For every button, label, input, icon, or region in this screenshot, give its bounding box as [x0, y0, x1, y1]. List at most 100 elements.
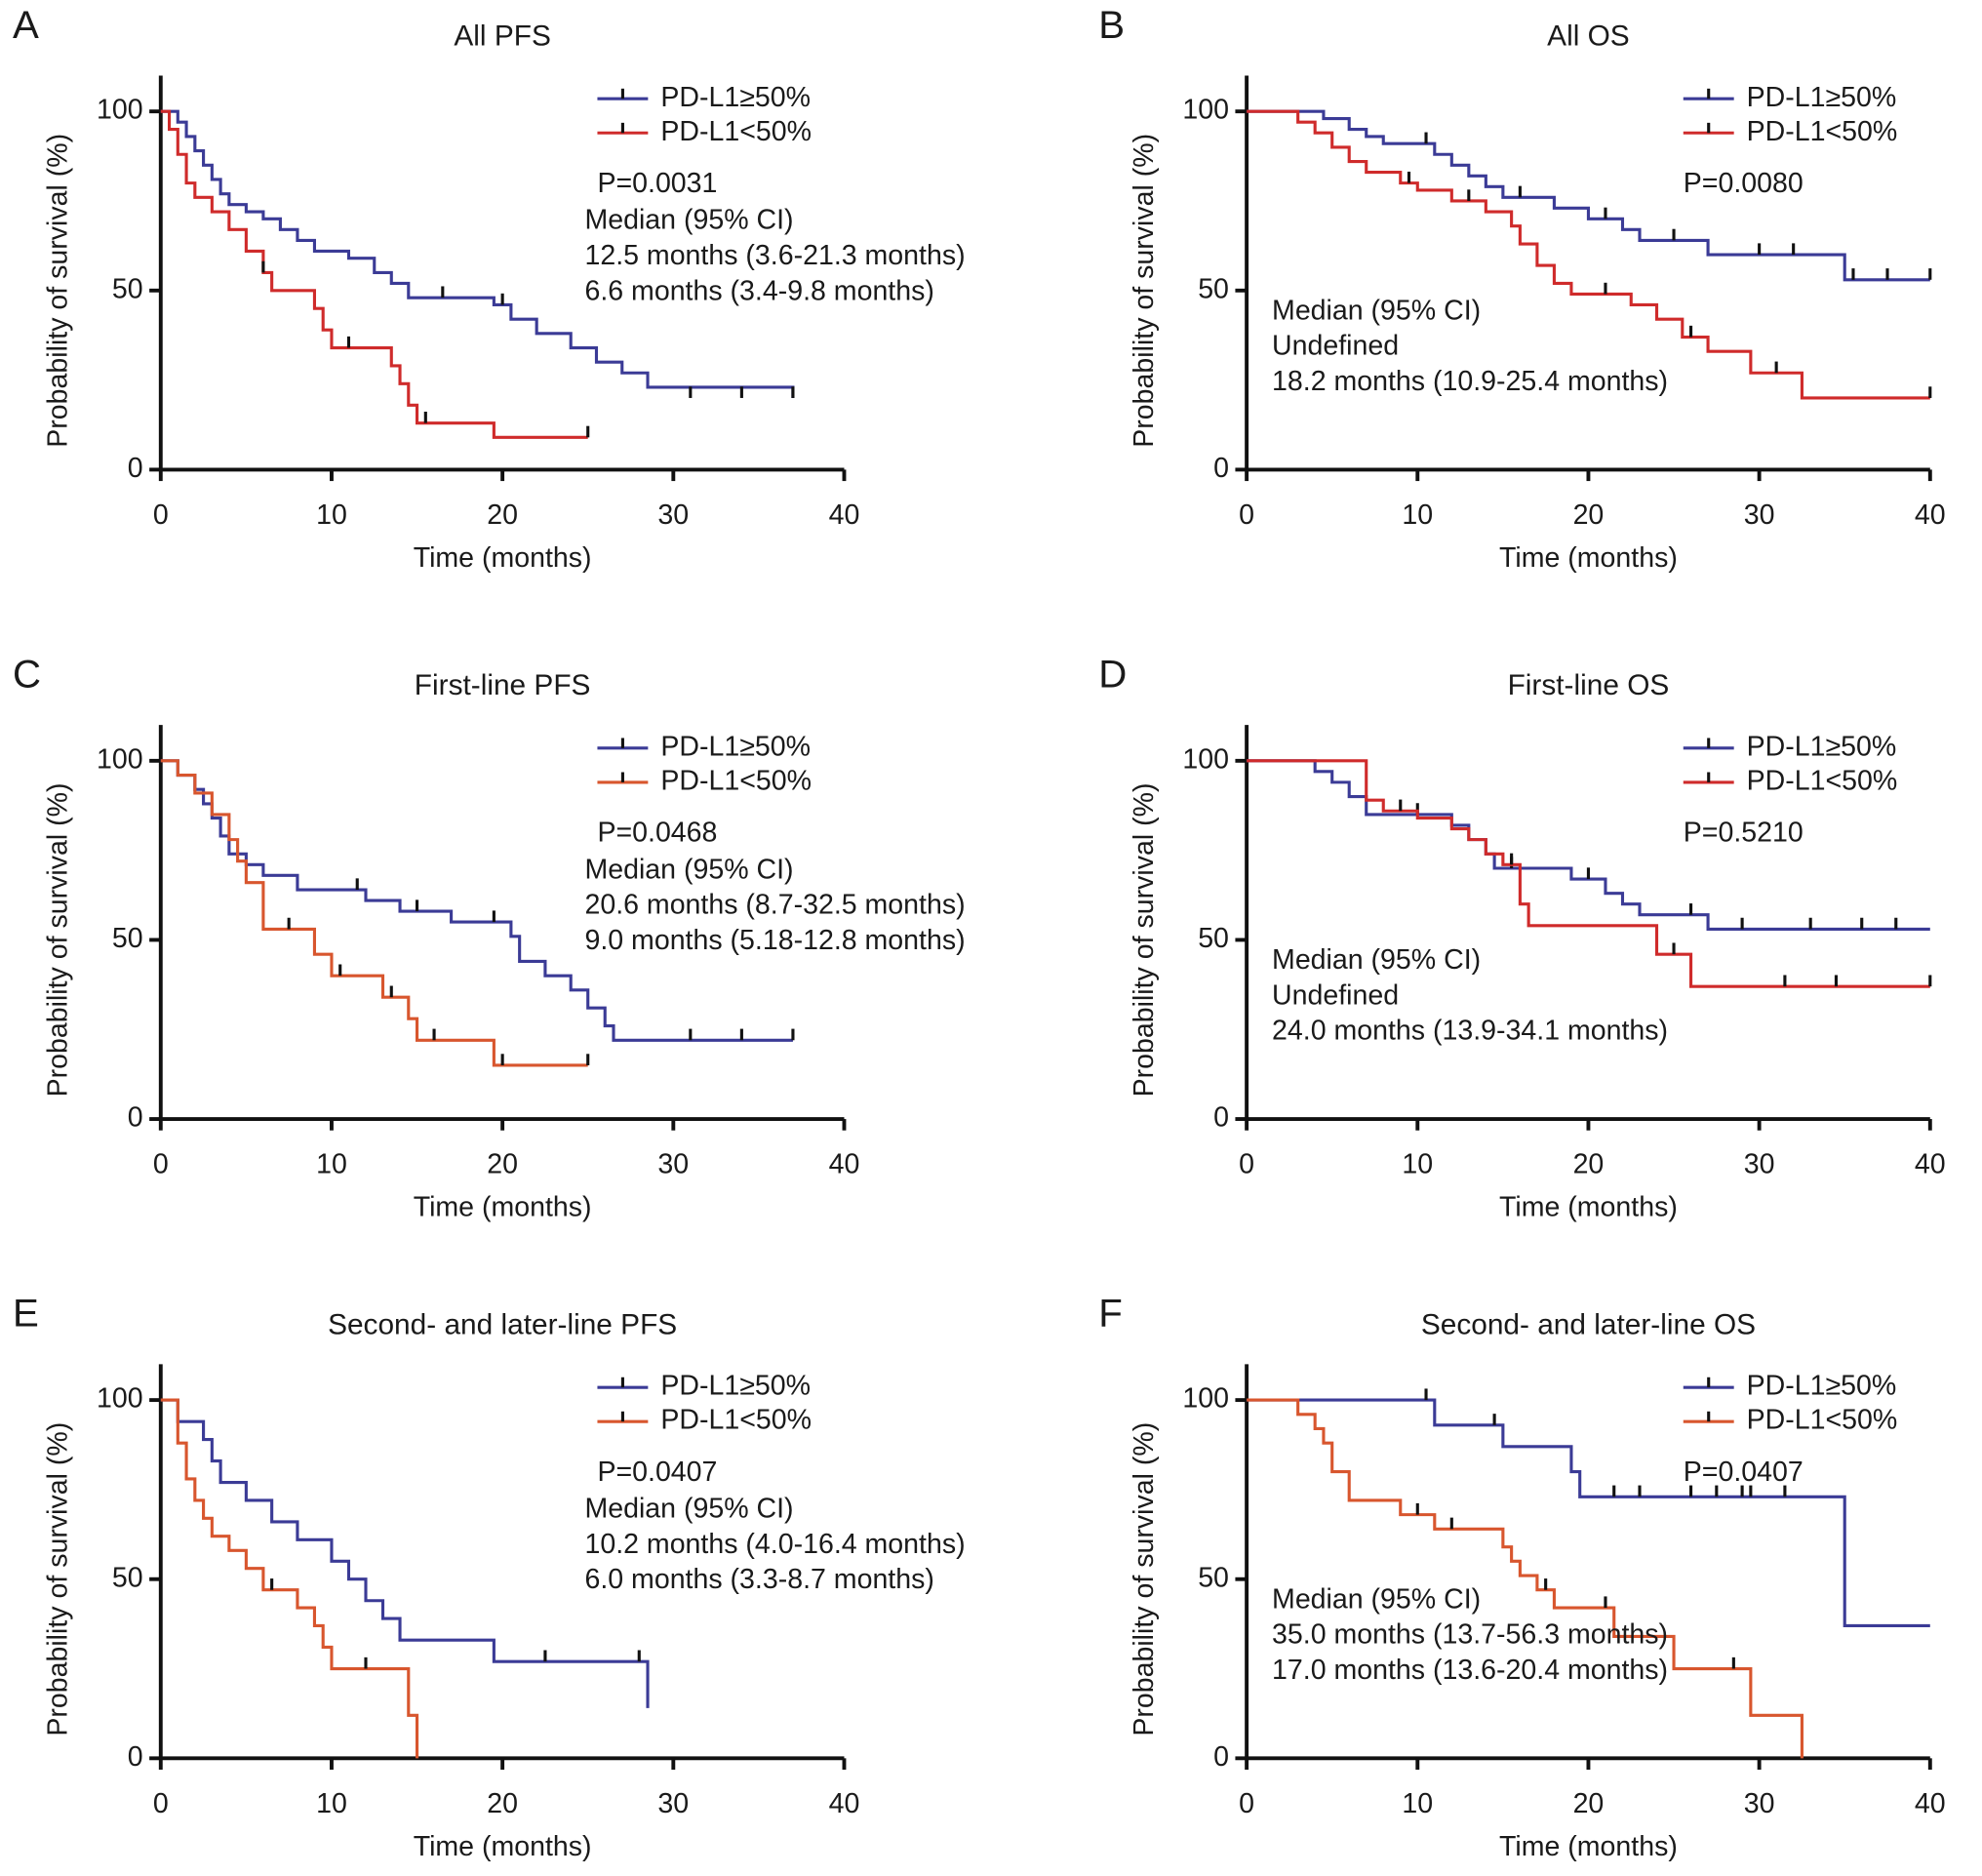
annotation: Median (95% CI) — [584, 205, 793, 236]
annotation: Median (95% CI) — [584, 1494, 793, 1525]
x-tick-label: 30 — [1744, 499, 1775, 531]
x-axis-label: Time (months) — [414, 1192, 592, 1223]
panel: D First-line OS 0 50 100 0 10 20 30 40 Time (month… — [1098, 652, 1945, 1222]
x-tick-label: 10 — [1402, 499, 1433, 531]
survival-curve — [1247, 109, 1930, 282]
y-tick-label: 50 — [112, 1562, 143, 1593]
y-tick-label: 100 — [97, 743, 143, 775]
y-tick-label: 100 — [97, 1383, 143, 1415]
y-axis-label: Probability of survival (%) — [1129, 783, 1160, 1098]
x-tick-label: 10 — [316, 1149, 347, 1180]
annotation: 35.0 months (13.7-56.3 months) — [1272, 1619, 1668, 1651]
p-value: P=0.0031 — [597, 168, 717, 199]
x-tick-label: 10 — [1402, 1149, 1433, 1180]
y-tick-label: 100 — [1182, 95, 1229, 126]
panel-letter: A — [13, 3, 39, 47]
survival-curve — [1247, 1398, 1930, 1628]
x-tick-label: 10 — [316, 499, 347, 531]
x-tick-label: 0 — [153, 1149, 169, 1180]
annotation: 20.6 months (8.7-32.5 months) — [584, 890, 965, 921]
annotation: Median (95% CI) — [584, 854, 793, 885]
p-value: P=0.0407 — [597, 1457, 717, 1488]
panel: F Second- and later-line OS 0 50 100 0 10 20 30 4… — [1098, 1292, 1945, 1862]
x-tick-label: 20 — [487, 499, 518, 531]
x-tick-label: 20 — [1573, 1149, 1605, 1180]
annotation: 9.0 months (5.18-12.8 months) — [584, 925, 965, 956]
x-tick-label: 30 — [657, 1149, 689, 1180]
panel-letter: B — [1098, 3, 1125, 47]
y-tick-label: 0 — [1213, 1741, 1229, 1773]
y-tick-label: 0 — [128, 1741, 143, 1773]
y-tick-label: 50 — [1198, 273, 1229, 304]
panel-letter: E — [13, 1292, 39, 1336]
survival-curve — [1247, 109, 1930, 400]
p-value: P=0.0407 — [1684, 1457, 1804, 1488]
legend-label: PD-L1<50% — [1747, 116, 1898, 147]
p-value: P=0.0080 — [1684, 168, 1804, 199]
legend-label: PD-L1≥50% — [1747, 731, 1897, 762]
x-tick-label: 40 — [829, 1788, 860, 1819]
x-tick-label: 30 — [1744, 1149, 1775, 1180]
survival-curve — [1247, 759, 1930, 988]
y-tick-label: 100 — [97, 95, 143, 126]
y-tick-label: 0 — [128, 1102, 143, 1134]
x-tick-label: 0 — [153, 1788, 169, 1819]
annotation: 12.5 months (3.6-21.3 months) — [584, 240, 965, 271]
x-tick-label: 40 — [829, 1149, 860, 1180]
x-tick-label: 30 — [657, 1788, 689, 1819]
y-tick-label: 100 — [1182, 743, 1229, 775]
chart-title: All PFS — [454, 20, 550, 52]
x-tick-label: 0 — [1239, 499, 1254, 531]
panel-letter: C — [13, 652, 41, 696]
x-axis-label: Time (months) — [414, 542, 592, 574]
survival-curve — [160, 109, 795, 398]
y-tick-label: 50 — [112, 273, 143, 304]
y-tick-label: 50 — [1198, 923, 1229, 954]
legend-label: PD-L1<50% — [660, 116, 812, 147]
legend-label: PD-L1<50% — [660, 765, 812, 796]
y-axis-label: Probability of survival (%) — [43, 134, 74, 448]
x-tick-label: 40 — [829, 499, 860, 531]
legend-label: PD-L1≥50% — [660, 82, 811, 113]
x-tick-label: 0 — [1239, 1788, 1254, 1819]
x-tick-label: 40 — [1915, 1149, 1946, 1180]
chart-title: Second- and later-line OS — [1421, 1308, 1756, 1340]
panel: A All PFS 0 50 100 0 10 20 30 40 Time (months) Prob… — [13, 3, 966, 574]
chart-title: All OS — [1547, 20, 1630, 52]
panel: B All OS 0 50 100 0 10 20 30 40 Time (months) Proba… — [1098, 3, 1945, 574]
x-tick-label: 30 — [1744, 1788, 1775, 1819]
legend-label: PD-L1≥50% — [660, 731, 811, 762]
y-tick-label: 50 — [112, 923, 143, 954]
annotation: Undefined — [1272, 331, 1399, 362]
x-axis-label: Time (months) — [414, 1831, 592, 1862]
x-tick-label: 10 — [316, 1788, 347, 1819]
annotation: 6.6 months (3.4-9.8 months) — [584, 275, 933, 306]
legend-label: PD-L1≥50% — [660, 1371, 811, 1402]
annotation: Median (95% CI) — [1272, 1583, 1481, 1615]
annotation: 17.0 months (13.6-20.4 months) — [1272, 1655, 1668, 1686]
x-tick-label: 40 — [1915, 1788, 1946, 1819]
annotation: Median (95% CI) — [1272, 944, 1481, 976]
survival-curve — [1247, 1398, 1804, 1759]
panel-letter: D — [1098, 652, 1127, 696]
x-tick-label: 20 — [1573, 1788, 1605, 1819]
x-tick-label: 20 — [487, 1788, 518, 1819]
panel: E Second- and later-line PFS 0 50 100 0 10 20 30… — [13, 1292, 966, 1862]
y-axis-label: Probability of survival (%) — [43, 783, 74, 1098]
chart-title: Second- and later-line PFS — [328, 1308, 677, 1340]
x-tick-label: 30 — [657, 499, 689, 531]
y-axis-label: Probability of survival (%) — [1129, 134, 1160, 448]
x-tick-label: 0 — [153, 499, 169, 531]
panel-letter: F — [1098, 1292, 1123, 1336]
annotation: 6.0 months (3.3-8.7 months) — [584, 1564, 933, 1595]
survival-curve — [160, 109, 588, 439]
p-value: P=0.0468 — [597, 818, 717, 849]
x-tick-label: 20 — [1573, 499, 1605, 531]
p-value: P=0.5210 — [1684, 818, 1804, 849]
annotation: 18.2 months (10.9-25.4 months) — [1272, 366, 1668, 397]
chart-title: First-line PFS — [415, 669, 591, 701]
annotation: Median (95% CI) — [1272, 295, 1481, 326]
y-tick-label: 0 — [128, 453, 143, 484]
x-tick-label: 0 — [1239, 1149, 1254, 1180]
